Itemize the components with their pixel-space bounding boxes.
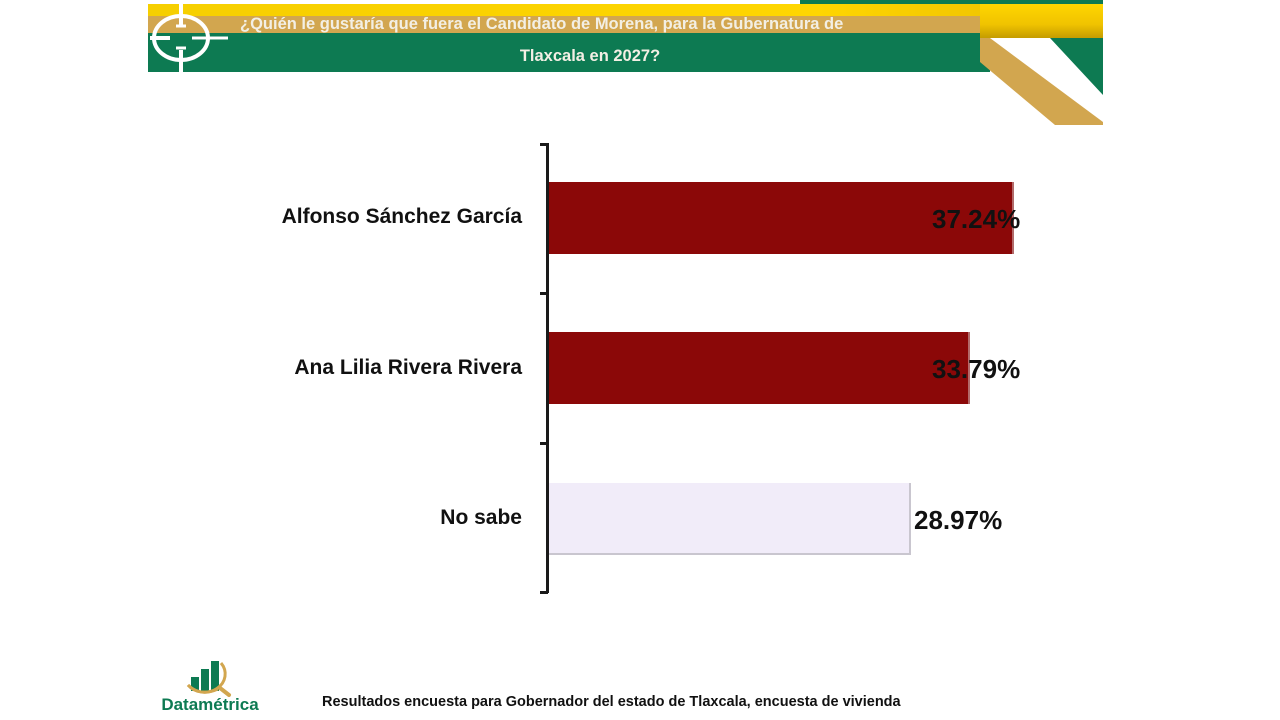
y-axis-tick (540, 143, 548, 146)
chart-title-line-2: Tlaxcala en 2027? (519, 47, 661, 65)
header-gold-band (148, 16, 990, 33)
y-axis-tick (540, 442, 548, 445)
bar-alfonso-sanchez-garcia (549, 182, 1014, 254)
bar-value-label: 33.79% (932, 354, 1021, 384)
bar-value-label: 28.97% (914, 505, 1003, 535)
bar-no-sabe (549, 483, 911, 555)
bar-ana-lilia-rivera-rivera (549, 332, 970, 404)
footer-caption: Resultados encuesta para Gobernador del … (322, 694, 901, 710)
category-label: No sabe (440, 506, 522, 529)
category-label: Ana Lilia Rivera Rivera (294, 356, 522, 379)
bar-value-label: 37.24% (932, 204, 1021, 234)
datametrica-logo-text: Datamétrica (161, 695, 259, 714)
category-label: Alfonso Sánchez García (281, 205, 522, 228)
y-axis (546, 143, 549, 593)
header-yellow-band (148, 4, 1103, 16)
target-crosshair-icon (150, 2, 228, 72)
chart-title-line-1: ¿Quién le gustaría que fuera el Candidat… (240, 15, 844, 33)
y-axis-tick (540, 591, 548, 594)
header-green-band (148, 33, 990, 72)
header-decoration (980, 4, 1103, 125)
header-top-strip (800, 0, 1103, 4)
bar-chart-magnifier-icon (186, 661, 231, 697)
y-axis-tick (540, 292, 548, 295)
